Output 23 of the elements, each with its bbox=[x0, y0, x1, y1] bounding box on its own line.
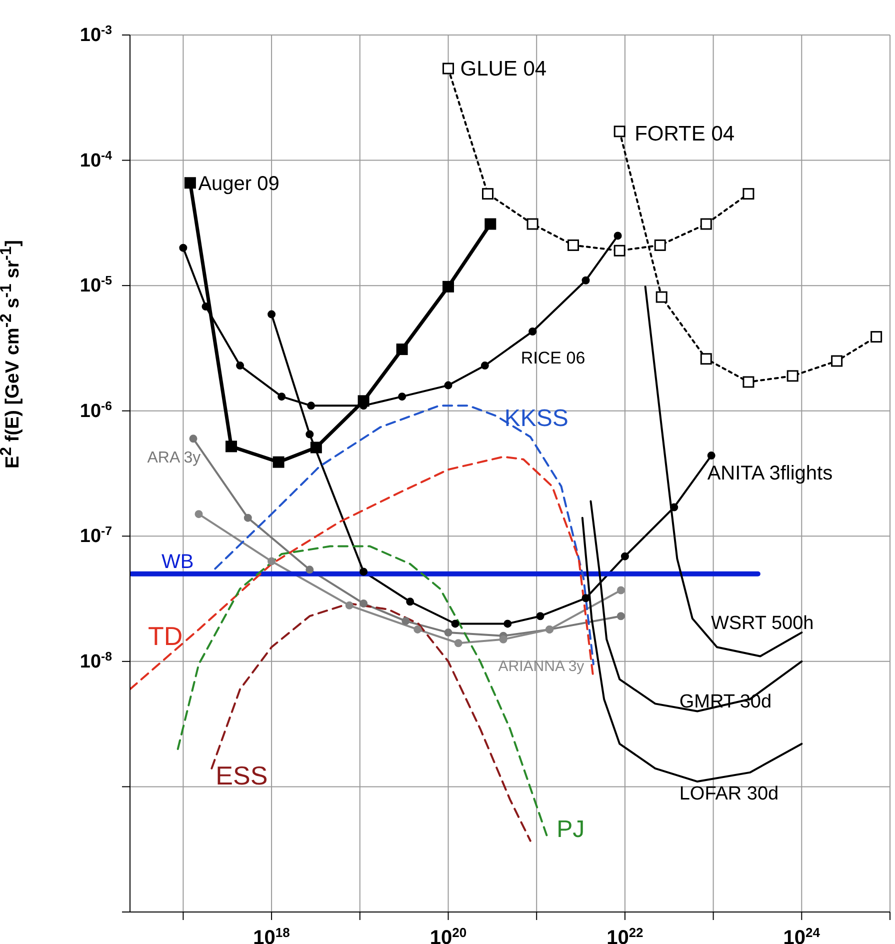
series-label: TD bbox=[148, 621, 183, 652]
series-label: KKSS bbox=[504, 404, 568, 432]
x-tick-label: 10$^{18}$ bbox=[253, 924, 290, 944]
x-tick-label: 10$^{24}$ bbox=[783, 924, 821, 944]
y-tick-label: 10$^{-6}$ bbox=[80, 398, 112, 422]
series-label: ARA 3y bbox=[147, 450, 201, 467]
series-label: Auger 09 bbox=[198, 172, 280, 195]
x-tick-label: 10$^{22}$ bbox=[606, 924, 644, 944]
series-label: WSRT 500h bbox=[710, 613, 814, 634]
series-label: ANITA 3flights bbox=[707, 462, 833, 485]
series-label: LOFAR 30d bbox=[679, 784, 779, 805]
series-label: PJ bbox=[556, 816, 585, 844]
series-label: RICE 06 bbox=[520, 348, 586, 368]
series-label: GLUE 04 bbox=[460, 58, 547, 81]
x-tick-label: 10$^{20}$ bbox=[430, 924, 467, 944]
series-label: ESS bbox=[216, 760, 268, 790]
y-tick-label: 10$^{-4}$ bbox=[80, 148, 112, 172]
series-label: WB bbox=[162, 550, 194, 573]
series-label: FORTE 04 bbox=[634, 122, 735, 146]
y-tick-label: 10$^{-7}$ bbox=[80, 524, 112, 548]
y-tick-label: 10$^{-8}$ bbox=[80, 649, 112, 672]
y-tick-label: 10$^{-5}$ bbox=[80, 274, 112, 297]
y-tick-label: 10$^{-3}$ bbox=[80, 23, 112, 46]
